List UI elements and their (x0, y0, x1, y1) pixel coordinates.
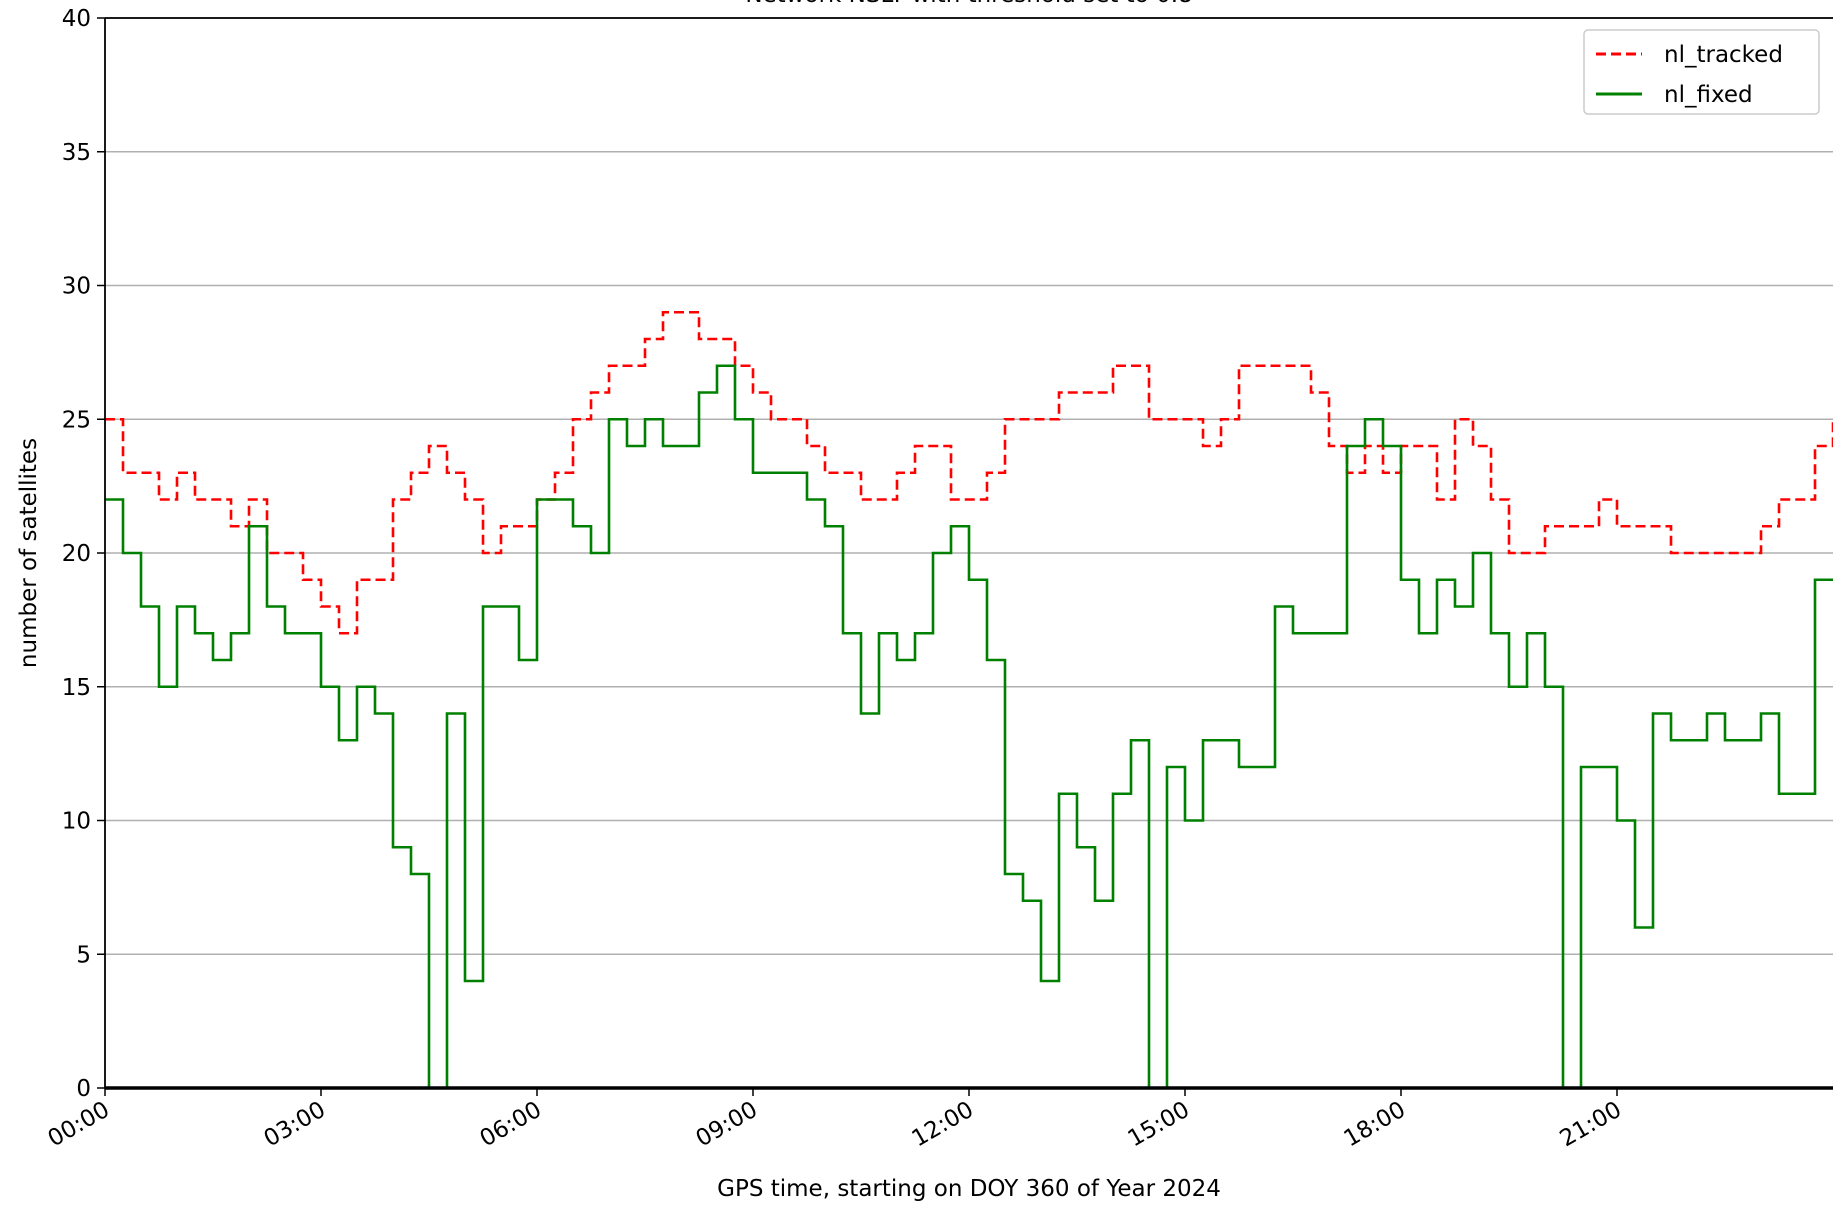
y-tick-label: 5 (76, 942, 91, 968)
x-tick-label: 12:00 (908, 1097, 978, 1153)
x-tick-label: 18:00 (1340, 1097, 1410, 1153)
series-line (105, 364, 1833, 1090)
y-tick-label: 15 (62, 675, 91, 701)
chart-title: Network NSLT with threshold set to 0.8 (745, 0, 1192, 8)
y-tick-label: 30 (62, 274, 91, 300)
legend-label: nl_tracked (1664, 42, 1783, 68)
x-tick-label: 15:00 (1124, 1097, 1194, 1153)
x-tick-label: 09:00 (692, 1097, 762, 1153)
x-tick-label: 21:00 (1556, 1097, 1626, 1153)
legend-box (1583, 29, 1820, 115)
y-axis-label: number of satellites (16, 438, 42, 668)
y-tick-label: 40 (62, 6, 91, 32)
x-tick-label: 03:00 (260, 1097, 330, 1153)
legend: nl_tracked nl_fixed (1583, 29, 1820, 115)
x-tick-label: 06:00 (476, 1097, 546, 1153)
y-tick-label: 20 (62, 541, 91, 567)
y-tick-label: 0 (76, 1076, 91, 1102)
series-line (105, 310, 1833, 635)
y-tick-label: 35 (62, 140, 91, 166)
legend-label: nl_fixed (1664, 82, 1753, 108)
x-tick-label: 00:00 (44, 1097, 114, 1153)
y-tick-label: 25 (62, 407, 91, 433)
y-tick-label: 10 (62, 809, 91, 835)
x-axis-label: GPS time, starting on DOY 360 of Year 20… (717, 1176, 1221, 1202)
